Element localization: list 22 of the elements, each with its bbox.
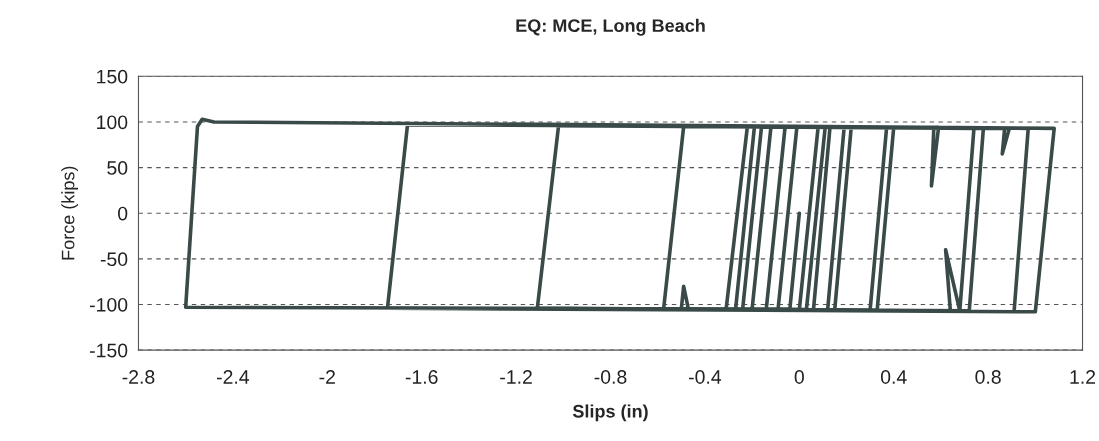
x-tick-label: -2.8 xyxy=(122,370,155,384)
y-axis-title: Force (kips) xyxy=(61,166,79,260)
x-axis-title: Slips (in) xyxy=(572,404,648,422)
y-tick-label: -100 xyxy=(90,297,128,312)
y-tick-label: -150 xyxy=(90,343,128,358)
x-tick-label: -1.2 xyxy=(500,370,532,384)
line-series xyxy=(183,117,1056,314)
x-tick-label: 0.4 xyxy=(880,370,907,384)
chart-title: EQ: MCE, Long Beach xyxy=(516,18,705,36)
x-tick-label: -0.4 xyxy=(689,370,722,384)
x-tick-label: -0.8 xyxy=(594,370,627,384)
x-tick-label: -2 xyxy=(319,370,335,384)
x-tick-label: -1.6 xyxy=(405,370,438,384)
x-tick-label: 0 xyxy=(794,370,804,384)
x-tick-label: -2.4 xyxy=(216,370,250,384)
y-tick-label: 0 xyxy=(118,206,128,221)
y-tick-label: -50 xyxy=(100,252,128,267)
y-tick-label: 150 xyxy=(97,69,128,84)
y-tick-label: 100 xyxy=(97,115,128,130)
x-tick-label: 1.2 xyxy=(1070,370,1096,384)
x-tick-label: 0.8 xyxy=(975,370,1001,384)
y-tick-label: 50 xyxy=(107,161,128,175)
